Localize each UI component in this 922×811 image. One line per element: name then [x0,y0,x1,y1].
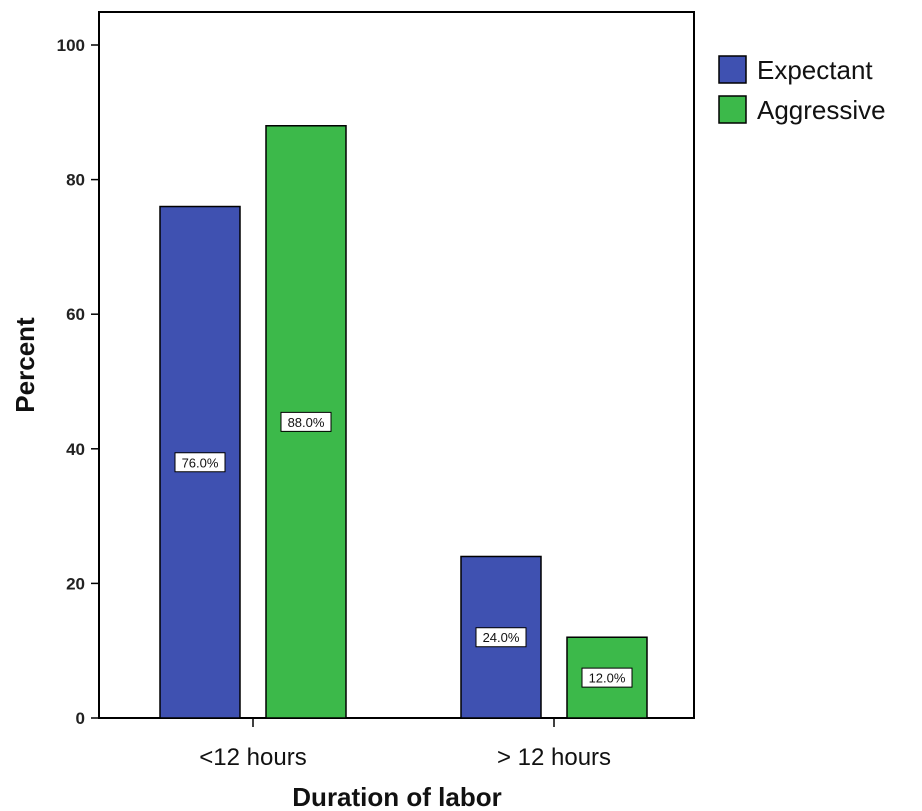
data-label-box [475,627,527,648]
y-tick-label: 20 [66,574,85,593]
data-label: 12.0% [589,671,626,686]
data-label: 76.0% [182,455,219,470]
legend-swatch-expectant [718,55,747,84]
legend-label-expectant: Expectant [757,55,873,85]
y-tick-label: 60 [66,305,85,324]
legend-label-aggressive: Aggressive [757,95,886,125]
x-axis: <12 hours > 12 hours [199,718,611,771]
data-label: 88.0% [288,415,325,430]
y-tick-label: 0 [76,709,85,728]
y-tick-label: 40 [66,440,85,459]
bars-group: 76.0% 88.0% 24.0% 12.0% [159,125,648,719]
x-axis-title: Duration of labor [292,782,501,811]
x-tick-label: > 12 hours [497,744,611,771]
y-tick-label: 80 [66,171,85,190]
x-tick-label: <12 hours [199,744,306,771]
legend-swatch-aggressive [718,95,747,124]
y-axis: 0 20 40 60 80 100 [57,36,99,728]
data-label: 24.0% [483,630,520,645]
data-label-box [280,411,332,432]
data-label-box [581,667,633,688]
legend: Expectant Aggressive [718,55,886,125]
y-axis-title: Percent [10,317,40,413]
y-tick-label: 100 [57,36,85,55]
data-label-box [174,452,226,473]
